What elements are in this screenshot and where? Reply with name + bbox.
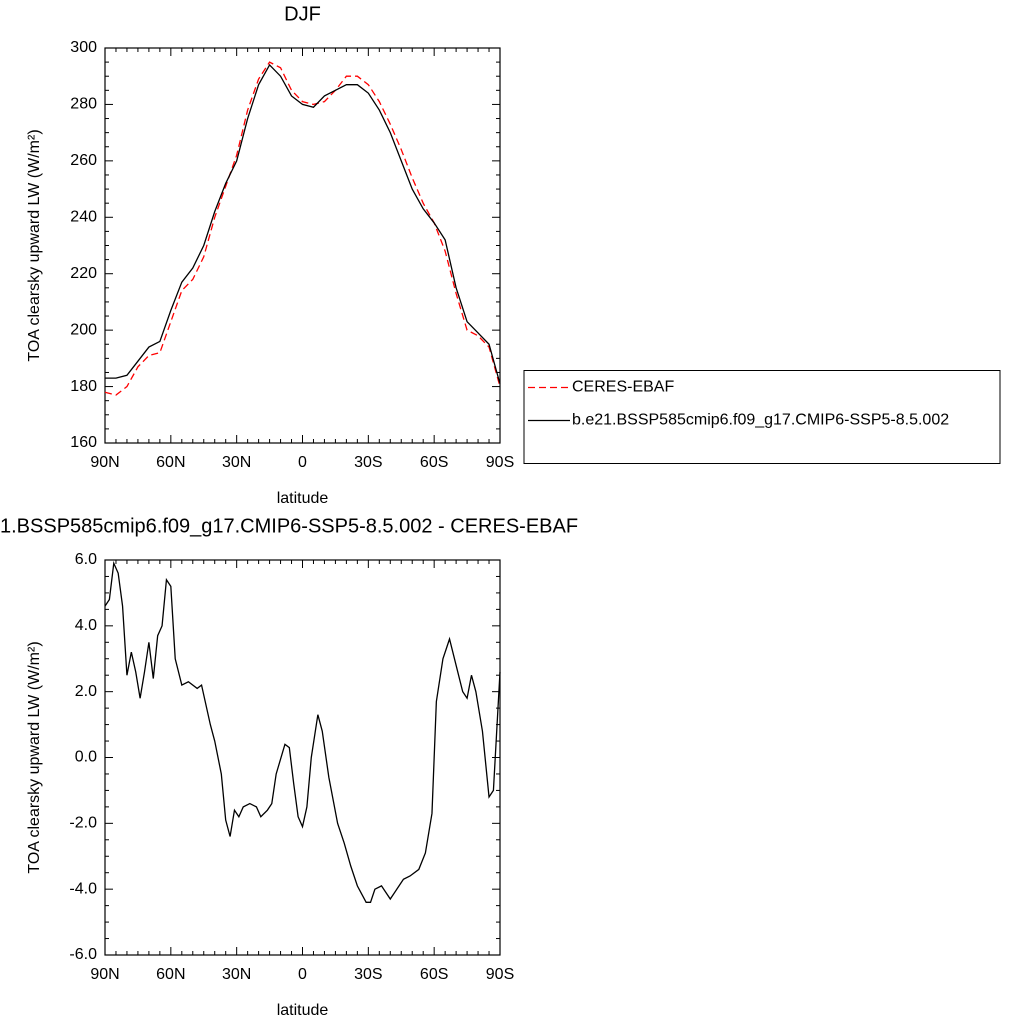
plot-frame <box>104 559 501 956</box>
chart-title: DJF <box>284 3 321 25</box>
y-tick-label: 220 <box>70 265 97 282</box>
x-tick-label: 60N <box>156 966 185 983</box>
y-tick-label: -6.0 <box>69 946 97 963</box>
x-tick-label: 60N <box>156 454 185 471</box>
y-tick-label: 240 <box>70 209 97 226</box>
y-tick-label: 300 <box>70 39 97 56</box>
legend-label: b.e21.BSSP585cmip6.f09_g17.CMIP6-SSP5-8.… <box>572 412 949 429</box>
x-tick-label: 30N <box>222 454 251 471</box>
y-tick-label: 280 <box>70 96 97 113</box>
y-tick-label: 200 <box>70 321 97 338</box>
x-tick-label: 60S <box>420 454 448 471</box>
y-tick-label: 180 <box>70 378 97 395</box>
plot-frame <box>104 47 501 444</box>
x-tick-label: 90S <box>486 454 514 471</box>
y-tick-label: 0.0 <box>75 749 97 766</box>
y-tick-label: 2.0 <box>75 683 97 700</box>
x-tick-label: 90S <box>486 966 514 983</box>
y-tick-label: 4.0 <box>75 617 97 634</box>
y-tick-label: -2.0 <box>69 815 97 832</box>
x-tick-label: 30S <box>354 966 382 983</box>
x-tick-label: 90N <box>90 966 119 983</box>
data-line <box>104 61 501 396</box>
x-tick-label: 60S <box>420 966 448 983</box>
data-line <box>105 63 501 384</box>
x-tick-label: 30S <box>354 454 382 471</box>
x-tick-label: 0 <box>298 454 307 471</box>
y-tick-label: -4.0 <box>69 880 97 897</box>
chart-title: 1.BSSP585cmip6.f09_g17.CMIP6-SSP5-8.5.00… <box>0 515 578 537</box>
y-tick-label: 6.0 <box>75 551 97 568</box>
y-axis-label: TOA clearsky upward LW (W/m²) <box>26 129 43 361</box>
x-axis-label: latitude <box>277 1002 329 1019</box>
y-tick-label: 260 <box>70 152 97 169</box>
x-axis-label: latitude <box>277 490 329 507</box>
data-line <box>104 560 501 903</box>
y-tick-label: 160 <box>70 434 97 451</box>
x-tick-label: 0 <box>298 966 307 983</box>
x-tick-label: 90N <box>90 454 119 471</box>
y-axis-label: TOA clearsky upward LW (W/m²) <box>26 641 43 873</box>
x-tick-label: 30N <box>222 966 251 983</box>
legend-label: CERES-EBAF <box>572 379 674 396</box>
legend-box <box>523 370 1001 464</box>
